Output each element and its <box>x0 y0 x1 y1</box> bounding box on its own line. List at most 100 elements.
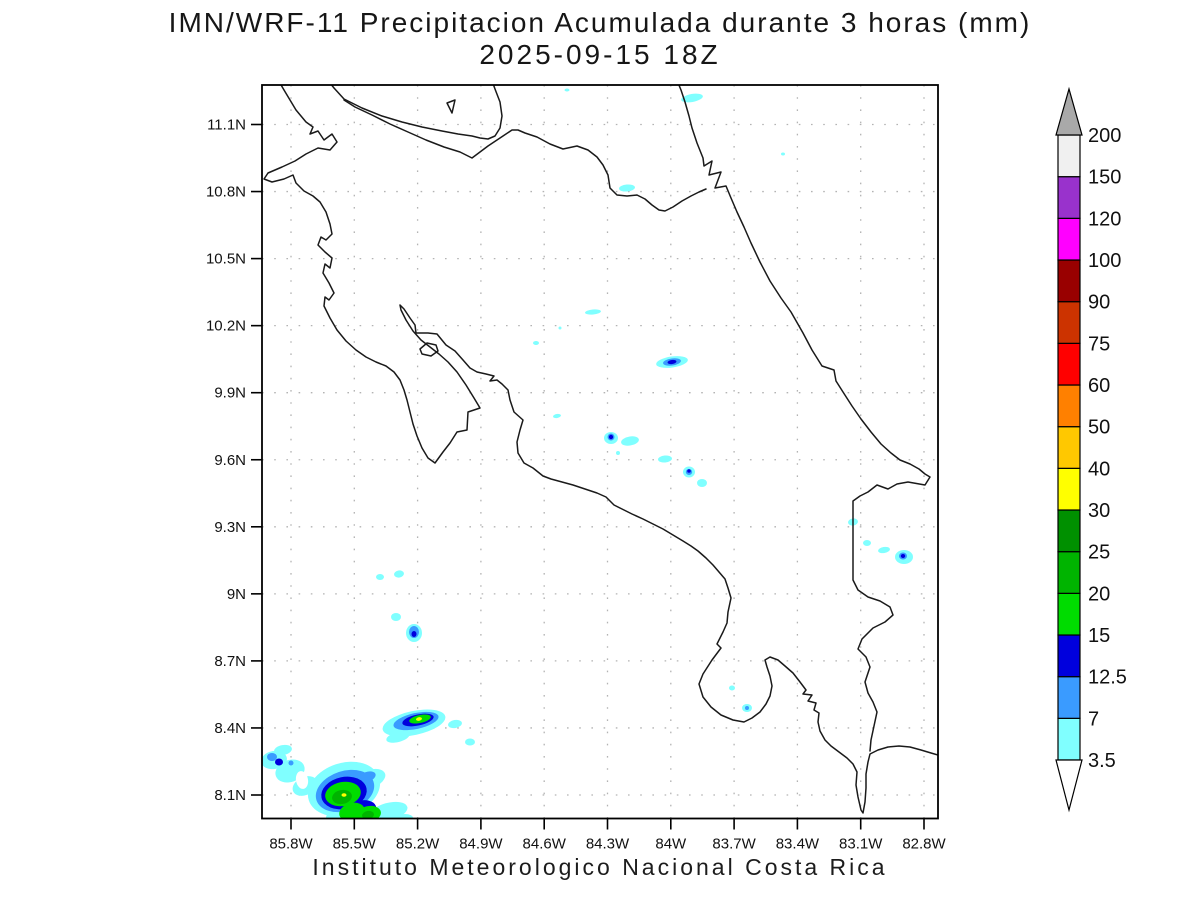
precip-patch <box>608 434 614 440</box>
precip-patch <box>448 719 462 729</box>
plot-title: IMN/WRF-11 Precipitacion Acumulada duran… <box>168 7 1032 38</box>
precip-patch <box>341 793 347 797</box>
plot-datetime: 2025-09-15 18Z <box>479 39 721 70</box>
precip-patch <box>745 706 749 710</box>
precip-patch <box>274 744 292 756</box>
colorbar-box <box>1057 426 1081 469</box>
colorbar-box <box>1057 551 1081 594</box>
colorbar-label: 40 <box>1088 458 1110 480</box>
precip-patch <box>558 326 562 330</box>
colorbar-box <box>1057 384 1081 428</box>
colorbar-box <box>1057 259 1081 303</box>
precip-patch <box>729 685 735 691</box>
colorbar-label: 20 <box>1088 583 1110 605</box>
colorbar-label: 12.5 <box>1088 667 1127 689</box>
axis-ticks <box>251 123 925 830</box>
colorbar-label: 100 <box>1088 250 1121 272</box>
lon-label: 83.4W <box>776 836 820 853</box>
lon-label: 84.6W <box>523 836 567 853</box>
precip-patch <box>411 631 417 637</box>
coastline <box>678 85 931 752</box>
colorbar: 3.5 7 12.5 15 20 25 30 40 50 60 75 90 100 120 150 200 <box>1055 86 1127 813</box>
colorbar-box <box>1057 509 1081 553</box>
precip-patch <box>619 184 635 192</box>
colorbar-under-arrow <box>1055 759 1083 813</box>
precip-patch <box>391 613 401 621</box>
coastline <box>343 99 707 212</box>
precip-patch <box>262 772 269 786</box>
precip-patch <box>697 479 707 487</box>
lat-label: 10.8N <box>206 184 246 201</box>
lat-label: 11.1N <box>207 117 246 134</box>
lon-label: 83.7W <box>712 836 756 853</box>
precip-patch <box>658 455 672 463</box>
lat-label: 9.9N <box>214 385 246 402</box>
precip-patch <box>900 554 906 558</box>
colorbar-box <box>1057 301 1081 344</box>
institution-caption: Instituto Meteorologico Nacional Costa R… <box>312 854 888 880</box>
precip-patch <box>687 469 691 473</box>
colorbar-box <box>1057 592 1081 636</box>
precip-patch <box>295 771 309 789</box>
colorbar-over-arrow <box>1055 86 1083 136</box>
lat-label: 9N <box>227 586 246 603</box>
colorbar-label: 50 <box>1088 417 1110 439</box>
precip-patch <box>564 88 570 92</box>
map-frame <box>261 84 939 820</box>
lat-label: 10.2N <box>206 318 246 335</box>
colorbar-label: 150 <box>1088 167 1121 189</box>
precip-patch <box>288 760 294 766</box>
grid-lines <box>262 85 938 819</box>
precip-patch <box>394 570 404 578</box>
lat-label: 9.6N <box>214 452 246 469</box>
precip-patch <box>585 309 601 315</box>
colorbar-label: 30 <box>1088 500 1110 522</box>
precip-patch <box>465 738 475 746</box>
colorbar-box <box>1057 134 1081 178</box>
coastline <box>419 342 439 357</box>
precip-patch <box>553 413 561 419</box>
colorbar-box <box>1057 342 1081 386</box>
axis-labels: 11.1N 10.8N 10.5N 10.2N 9.9N 9.6N 9.3N 9N 8.7N 8.… <box>206 117 947 853</box>
colorbar-box <box>1057 717 1081 761</box>
colorbar-label: 3.5 <box>1088 750 1116 772</box>
lon-label: 84.3W <box>586 836 630 853</box>
precipitation-layer <box>262 88 913 819</box>
coastline <box>330 85 503 140</box>
precip-patch <box>533 341 539 345</box>
colorbar-labels: 3.5 7 12.5 15 20 25 30 40 50 60 75 90 100 120 150 200 <box>1088 125 1127 772</box>
precip-patch <box>878 546 890 554</box>
colorbar-box <box>1057 676 1081 719</box>
lon-label: 85.5W <box>333 836 377 853</box>
precip-patch <box>275 758 283 766</box>
precip-patch <box>681 93 703 103</box>
precip-patch <box>416 717 422 721</box>
lon-label: 85.8W <box>269 836 313 853</box>
colorbar-box <box>1057 634 1081 678</box>
colorbar-box <box>1057 217 1081 261</box>
coastline <box>446 99 456 114</box>
lon-label: 82.8W <box>902 836 946 853</box>
precip-patch <box>362 810 374 819</box>
lon-label: 84.9W <box>459 836 503 853</box>
precip-patch <box>386 731 410 743</box>
colorbar-label: 75 <box>1088 333 1110 355</box>
colorbar-box <box>1057 176 1081 219</box>
precip-patch <box>621 436 639 446</box>
colorbar-label: 90 <box>1088 292 1110 314</box>
lon-label: 85.2W <box>396 836 440 853</box>
precip-patch <box>358 771 376 783</box>
lat-label: 9.3N <box>214 519 246 536</box>
precip-patch <box>863 540 871 546</box>
colorbar-label: 25 <box>1088 542 1110 564</box>
precip-patch <box>667 359 677 365</box>
coastline-layer <box>263 85 938 814</box>
lat-label: 8.1N <box>214 787 246 804</box>
precip-patch <box>267 753 277 761</box>
precip-patch <box>781 152 785 156</box>
lat-label: 10.5N <box>206 251 246 268</box>
lat-label: 8.7N <box>214 653 246 670</box>
colorbar-label: 60 <box>1088 375 1110 397</box>
